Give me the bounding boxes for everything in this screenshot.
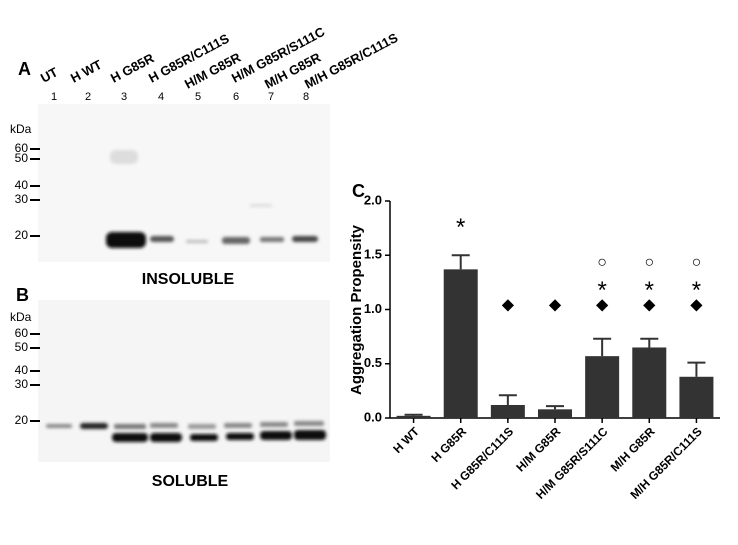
lane-number: 6	[233, 91, 239, 103]
x-tick-label: H G85R	[429, 424, 470, 465]
bar	[538, 409, 572, 418]
bar	[490, 404, 525, 418]
annotation: *	[645, 277, 654, 304]
markers: 60 50 40 30 20	[15, 326, 29, 427]
x-tick-label: H/M G85R	[513, 424, 563, 474]
marker-label: 60	[15, 141, 29, 155]
error-bar	[451, 254, 470, 270]
unit-label: kDa	[10, 122, 32, 136]
marker-label: 30	[15, 377, 29, 391]
x-tick-label: M/H G85R	[608, 424, 658, 474]
error-bar	[640, 337, 659, 348]
panel-label: C	[352, 181, 365, 201]
lane-number: 7	[268, 91, 274, 103]
marker-label: 20	[15, 228, 29, 242]
annotation: *	[597, 277, 606, 304]
blot-label: SOLUBLE	[152, 473, 229, 490]
lane-number: 3	[121, 91, 127, 103]
lane-labels: UT H WT H G85R H G85R/C111S H/M G85R H/M…	[38, 24, 401, 92]
lane-number: 5	[195, 91, 201, 103]
lane-number: 4	[158, 91, 164, 103]
lane-numbers: 1 2 3 4 5 6 7 8	[51, 91, 309, 103]
annotation: *	[456, 214, 465, 241]
panel-label: B	[16, 285, 29, 305]
marker-ticks	[30, 333, 40, 422]
marker-label: 60	[15, 326, 29, 340]
unit-label: kDa	[10, 310, 32, 324]
blot-label: INSOLUBLE	[142, 271, 235, 288]
bands	[46, 421, 326, 442]
y-axis-label: Aggregation Propensity	[348, 224, 365, 395]
annotation: ○	[597, 254, 607, 271]
annotation: ○	[692, 254, 702, 271]
marker-label: 30	[15, 192, 29, 206]
error-bar	[593, 337, 612, 357]
lane-label: UT	[38, 64, 60, 85]
lane-number: 8	[303, 91, 309, 103]
y-tick-label: 0.5	[364, 355, 382, 370]
lane-number: 1	[51, 91, 57, 103]
marker-label: 20	[15, 413, 29, 427]
y-tick-label: 2.0	[364, 192, 382, 207]
y-tick-label: 1.0	[364, 301, 382, 316]
marker-ticks	[30, 148, 40, 237]
bar	[632, 347, 667, 418]
marker-label: 40	[15, 178, 29, 192]
annotation: ◆	[643, 296, 656, 313]
annotation: ◆	[690, 296, 703, 313]
blot-insoluble	[38, 104, 330, 262]
error-bar	[687, 361, 706, 377]
annotation: ◆	[502, 296, 515, 313]
panel-label: A	[18, 59, 31, 79]
lane-number: 2	[85, 91, 91, 103]
bar	[443, 269, 478, 418]
bands	[106, 150, 318, 248]
error-bar	[498, 394, 517, 405]
y-tick-label: 1.5	[364, 247, 382, 262]
x-tick-label: H WT	[390, 424, 422, 456]
marker-label: 50	[15, 151, 29, 165]
annotation: ◆	[596, 296, 609, 313]
lane-label: H WT	[68, 57, 104, 86]
bar	[396, 415, 431, 418]
error-bar	[546, 405, 564, 410]
annotation: ○	[644, 254, 654, 271]
marker-label: 50	[15, 340, 29, 354]
bar	[585, 356, 620, 418]
annotation: *	[692, 277, 701, 304]
marker-label: 40	[15, 363, 29, 377]
y-tick-label: 0.0	[364, 409, 382, 424]
bar	[679, 376, 714, 418]
markers: 60 50 40 30 20	[15, 141, 29, 242]
error-bar	[404, 413, 423, 416]
annotation: ◆	[549, 296, 562, 313]
